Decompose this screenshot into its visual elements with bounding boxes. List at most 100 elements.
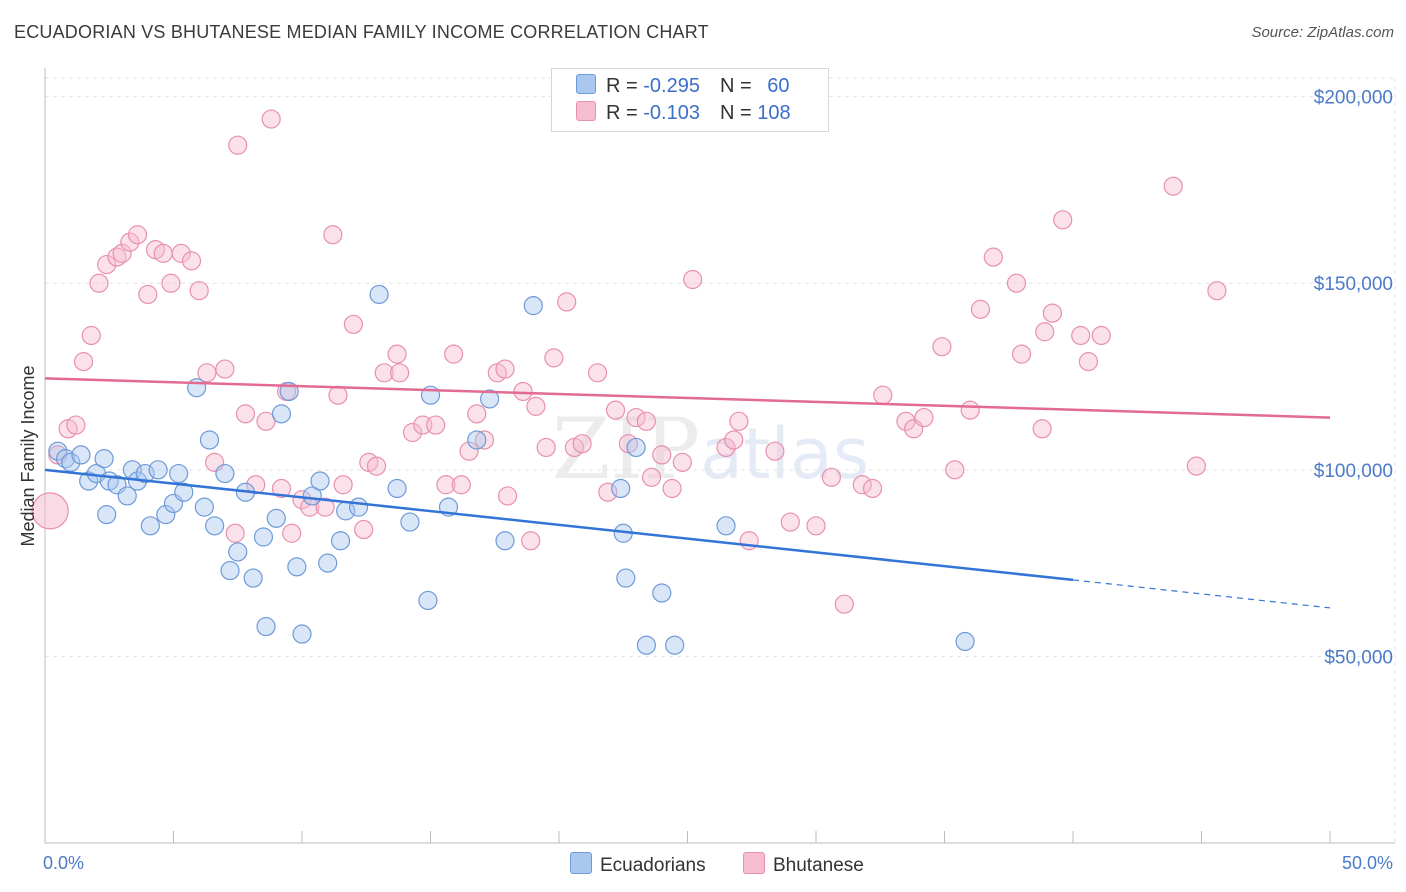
bhutanese-point xyxy=(181,251,202,271)
bhutanese-point xyxy=(66,415,86,435)
bhutanese-point xyxy=(127,225,148,245)
bhutanese-point xyxy=(495,359,515,379)
bhutanese-point xyxy=(444,344,464,364)
bhutanese-point xyxy=(1053,210,1073,230)
tick-labels: $50,000 $100,000 $150,000 $200,000 0.0% 50.0% xyxy=(43,88,1393,873)
ecuadorian-point xyxy=(135,463,155,484)
bhutanese-point xyxy=(171,243,191,263)
ecuadorian-point xyxy=(302,486,322,506)
bhutanese-point xyxy=(672,452,692,472)
bhutanese-point xyxy=(261,109,281,129)
legend-r-value: -0.103 xyxy=(643,102,700,124)
ecuadorian-point xyxy=(665,635,685,655)
ecuadorian-point xyxy=(194,497,214,517)
legend-swatch-bhutanese xyxy=(576,101,596,121)
bhutanese-point xyxy=(641,467,662,487)
ecuadorian-point xyxy=(626,437,646,458)
bhutanese-point xyxy=(354,519,374,540)
bhutanese-point xyxy=(215,359,235,379)
bhutanese-point xyxy=(1011,344,1032,364)
ecuadorian-point xyxy=(48,441,68,461)
bhutanese-point xyxy=(729,411,749,431)
bhutanese-point xyxy=(402,422,423,443)
bottom-legend-swatch-bhutanese xyxy=(743,852,765,874)
bhutanese-point xyxy=(271,478,292,499)
bhutanese-point xyxy=(914,407,934,428)
ecuadorian-point xyxy=(616,568,636,588)
bhutanese-point xyxy=(120,232,140,252)
bottom-legend-label: Ecuadorians xyxy=(600,855,706,876)
bottom-legend-label: Bhutanese xyxy=(773,855,864,876)
ecuadorian-point xyxy=(287,557,307,577)
ecuadorian-point xyxy=(716,516,736,536)
bhutanese-point xyxy=(1035,322,1055,342)
bhutanese-points xyxy=(31,109,1227,614)
bhutanese-point xyxy=(246,475,266,495)
bhutanese-point xyxy=(1163,176,1183,196)
legend-n-label: N = xyxy=(719,75,758,97)
bhutanese-point xyxy=(467,404,487,424)
bhutanese-point xyxy=(1078,352,1099,372)
bhutanese-point xyxy=(315,497,335,517)
legend-row-bhutanese: R = -0.103 N = 108 xyxy=(576,101,791,127)
bhutanese-point xyxy=(765,441,785,461)
bhutanese-point xyxy=(228,135,248,155)
bhutanese-point xyxy=(374,363,394,383)
bhutanese-point xyxy=(256,411,276,431)
y-tick-label: $200,000 xyxy=(1314,88,1393,109)
bhutanese-point xyxy=(1071,325,1091,346)
ecuadorian-point xyxy=(271,404,292,424)
bhutanese-point xyxy=(197,363,217,383)
chart-title: ECUADORIAN VS BHUTANESE MEDIAN FAMILY IN… xyxy=(14,22,709,42)
bhutanese-point xyxy=(605,400,626,420)
bhutanese-point xyxy=(716,437,736,458)
ecuadorian-point xyxy=(369,284,389,305)
ecuadorian-point xyxy=(97,505,117,525)
legend-r-value: -0.295 xyxy=(643,75,700,97)
ecuadorian-point xyxy=(652,583,672,603)
bhutanese-point xyxy=(662,478,682,499)
bhutanese-point xyxy=(112,243,132,263)
ecuadorian-point xyxy=(318,553,338,573)
bhutanese-point xyxy=(1091,325,1111,346)
ecuadorian-point xyxy=(266,508,286,528)
ecuadorian-point xyxy=(174,482,194,502)
bhutanese-point xyxy=(474,430,495,450)
bhutanese-point xyxy=(328,385,348,405)
bhutanese-point xyxy=(873,385,893,405)
bhutanese-point xyxy=(333,475,353,495)
bhutanese-point xyxy=(526,396,546,416)
bhutanese-point xyxy=(426,415,446,435)
ecuadorian-trend-line xyxy=(44,468,1074,582)
bhutanese-point xyxy=(983,247,1003,267)
legend-row-ecuadorians: R = -0.295 N = 60 xyxy=(576,74,789,100)
ecuadorian-point xyxy=(169,463,189,484)
ecuadorian-point xyxy=(156,505,176,525)
ecuadorian-point xyxy=(418,590,438,611)
ecuadorian-point xyxy=(228,542,248,562)
bhutanese-point xyxy=(387,344,407,364)
source-label: Source: ZipAtlas.com xyxy=(1251,24,1394,41)
ecuadorian-point xyxy=(955,631,975,652)
ecuadorian-point xyxy=(523,296,543,316)
legend-n-value: 108 xyxy=(757,102,791,124)
ecuadorian-point xyxy=(256,616,276,637)
ecuadorian-point xyxy=(199,430,220,450)
ecuadorian-point xyxy=(205,516,225,536)
bottom-legend-swatch-ecuadorians xyxy=(570,852,592,874)
bhutanese-point xyxy=(451,475,471,495)
bhutanese-point xyxy=(970,299,991,319)
bhutanese-point xyxy=(366,456,387,476)
bhutanese-point xyxy=(834,594,854,614)
legend-r-label: R = xyxy=(606,102,644,124)
bhutanese-point xyxy=(521,531,541,551)
bhutanese-point xyxy=(1006,273,1027,293)
ecuadorian-point xyxy=(387,478,407,499)
bhutanese-point xyxy=(636,411,656,431)
bhutanese-point xyxy=(282,523,302,543)
ecuadorian-point xyxy=(330,531,351,551)
bhutanese-point xyxy=(1042,303,1063,323)
bhutanese-point xyxy=(1207,281,1227,301)
ecuadorian-point xyxy=(292,624,312,644)
bhutanese-point xyxy=(821,467,842,487)
